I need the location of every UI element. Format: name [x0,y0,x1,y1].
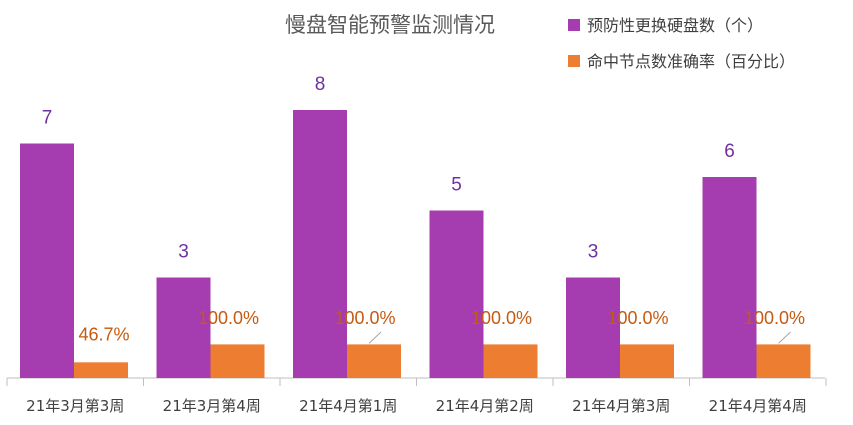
bar-purple [293,110,347,378]
chart-title: 慢盘智能预警监测情况 [285,13,495,37]
category-label: 21年4月第2周 [436,397,534,415]
category-label: 21年4月第3周 [572,397,670,415]
x-axis-ticks [6,378,827,386]
bar-purple [156,277,211,378]
bar-orange [74,362,128,378]
bar-orange [756,344,811,378]
category-labels: 21年3月第3周 21年3月第4周 21年4月第1周 21年4月第2周 21年4月第3周… [26,397,807,415]
data-label-purple: 3 [178,242,189,263]
legend-label-orange: 命中节点数准确率（百分比） [587,52,795,71]
bar-purple [566,277,620,378]
bar-purple [702,177,757,378]
bar-purple [20,143,74,378]
label-leader-line [778,331,791,344]
data-label-purple: 3 [588,242,599,263]
category-label: 21年4月第4周 [709,397,807,415]
data-label-purple: 6 [724,141,735,162]
category-label: 21年3月第3周 [26,397,124,415]
legend-label-purple: 预防性更换硬盘数（个） [587,16,763,35]
data-label-orange: 100.0% [471,308,532,328]
data-label-orange: 46.7% [78,324,129,344]
bar-orange [347,344,401,378]
data-label-orange: 100.0% [334,308,395,328]
data-label-purple: 5 [451,175,462,196]
legend-swatch-purple [568,19,580,31]
bars: 7 46.7% 3 100.0% 8 100.0% 5 100.0% 3 100.0% 6 100.0… [20,74,811,378]
data-label-orange: 100.0% [607,308,668,328]
legend-swatch-orange [568,55,580,67]
category-label: 21年3月第4周 [163,397,261,415]
data-label-purple: 8 [315,74,326,95]
legend: 预防性更换硬盘数（个） 命中节点数准确率（百分比） [568,16,795,71]
bar-orange [210,344,265,378]
data-label-orange: 100.0% [198,308,259,328]
bar-orange [620,344,674,378]
label-leader-line [368,331,382,344]
category-label: 21年4月第1周 [299,397,397,415]
bar-purple [429,210,484,378]
data-label-purple: 7 [42,108,53,129]
data-label-orange: 100.0% [744,308,805,328]
bar-orange [483,344,538,378]
